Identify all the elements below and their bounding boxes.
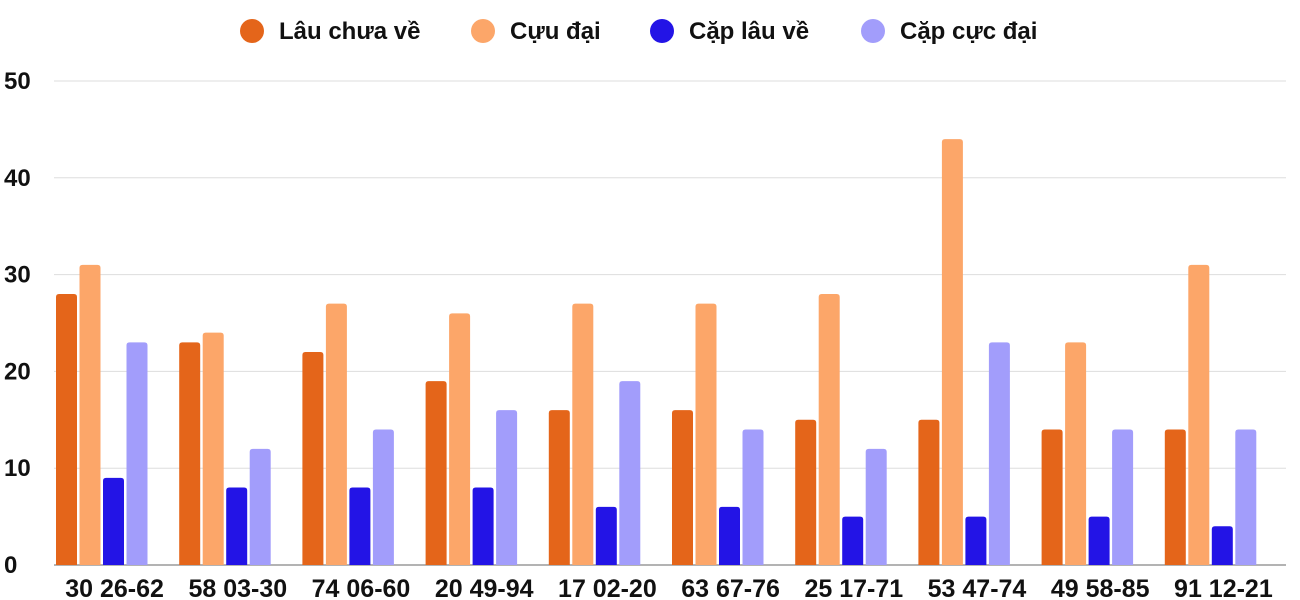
legend-swatch-cap-cuc-dai — [861, 19, 885, 43]
bar-49-58-85-lau-chua-ve — [1041, 429, 1063, 565]
bar-group-20-49-94 — [425, 313, 518, 565]
legend-label-cuu-dai: Cựu đại — [510, 18, 601, 45]
bar-17-02-20-lau-chua-ve — [548, 410, 570, 565]
bar-91-12-21-cap-lau-ve — [1211, 526, 1233, 565]
bar-53-47-74-cap-lau-ve — [965, 516, 987, 565]
bar-53-47-74-cuu-dai — [941, 139, 963, 565]
legend-swatch-cap-lau-ve — [650, 19, 674, 43]
bar-25-17-71-lau-chua-ve — [795, 419, 817, 565]
bar-25-17-71-cuu-dai — [818, 293, 840, 565]
legend-swatch-cuu-dai — [471, 19, 495, 43]
x-tick-label-17-02-20: 17 02-20 — [558, 575, 657, 600]
legend-item-cap-cuc-dai: Cặp cực đại — [861, 18, 1037, 45]
chart-legend: Lâu chưa về Cựu đại Cặp lâu về Cặp cực đại — [240, 18, 1037, 45]
bar-20-49-94-cuu-dai — [449, 313, 471, 565]
bar-53-47-74-lau-chua-ve — [918, 419, 940, 565]
bar-30-26-62-cuu-dai — [79, 264, 101, 565]
x-tick-label-49-58-85: 49 58-85 — [1051, 575, 1150, 600]
bar-58-03-30-cap-cuc-dai — [249, 448, 271, 565]
y-tick-label-0: 0 — [4, 552, 17, 579]
bar-group-25-17-71 — [795, 293, 887, 565]
bar-20-49-94-cap-lau-ve — [472, 487, 494, 565]
bar-25-17-71-cap-lau-ve — [842, 516, 864, 565]
bar-74-06-60-lau-chua-ve — [302, 352, 324, 565]
bar-63-67-76-cap-lau-ve — [719, 506, 740, 565]
legend-swatch-lau-chua-ve — [240, 19, 264, 43]
bar-25-17-71-cap-cuc-dai — [865, 448, 887, 565]
y-axis: 0 10 20 30 40 50 — [4, 68, 31, 579]
x-tick-label-74-06-60: 74 06-60 — [312, 575, 411, 600]
x-axis: 30 26-62 58 03-30 74 06-60 20 49-94 17 02-20… — [65, 575, 1273, 600]
y-tick-label-30: 30 — [4, 262, 31, 289]
bar-17-02-20-cap-lau-ve — [595, 506, 617, 565]
legend-label-cap-cuc-dai: Cặp cực đại — [900, 18, 1037, 45]
legend-label-lau-chua-ve: Lâu chưa về — [279, 18, 420, 45]
bar-group-30-26-62 — [56, 264, 148, 565]
bar-63-67-76-cuu-dai — [695, 303, 717, 565]
bar-49-58-85-cap-lau-ve — [1088, 516, 1110, 565]
legend-item-lau-chua-ve: Lâu chưa về — [240, 18, 420, 45]
bar-74-06-60-cuu-dai — [325, 303, 347, 565]
y-tick-label-10: 10 — [4, 455, 31, 482]
bar-group-53-47-74 — [918, 139, 1010, 565]
bar-91-12-21-cuu-dai — [1188, 264, 1210, 565]
bar-group-91-12-21 — [1164, 264, 1257, 565]
bar-group-58-03-30 — [179, 332, 271, 565]
legend-item-cuu-dai: Cựu đại — [471, 18, 601, 45]
x-tick-label-58-03-30: 58 03-30 — [188, 575, 287, 600]
y-tick-label-40: 40 — [4, 165, 31, 192]
bar-49-58-85-cuu-dai — [1065, 342, 1087, 565]
chart-bars — [56, 139, 1257, 565]
x-tick-label-63-67-76: 63 67-76 — [681, 575, 780, 600]
bar-91-12-21-cap-cuc-dai — [1235, 429, 1257, 565]
bar-17-02-20-cuu-dai — [572, 303, 594, 565]
y-tick-label-20: 20 — [4, 358, 31, 385]
x-tick-label-53-47-74: 53 47-74 — [928, 575, 1027, 600]
bar-20-49-94-lau-chua-ve — [425, 381, 447, 565]
legend-item-cap-lau-ve: Cặp lâu về — [650, 18, 809, 45]
bar-58-03-30-cap-lau-ve — [226, 487, 248, 565]
bar-20-49-94-cap-cuc-dai — [496, 410, 518, 565]
bar-group-49-58-85 — [1041, 342, 1134, 565]
bar-30-26-62-cap-lau-ve — [103, 477, 124, 565]
bar-74-06-60-cap-cuc-dai — [372, 429, 394, 565]
bar-58-03-30-cuu-dai — [202, 332, 224, 565]
bar-58-03-30-lau-chua-ve — [179, 342, 201, 565]
bar-74-06-60-cap-lau-ve — [349, 487, 371, 565]
legend-label-cap-lau-ve: Cặp lâu về — [689, 18, 809, 45]
bar-17-02-20-cap-cuc-dai — [619, 381, 641, 565]
bar-group-63-67-76 — [672, 303, 764, 565]
bar-63-67-76-lau-chua-ve — [672, 410, 693, 565]
bar-53-47-74-cap-cuc-dai — [988, 342, 1010, 565]
y-tick-label-50: 50 — [4, 68, 31, 95]
bar-49-58-85-cap-cuc-dai — [1112, 429, 1134, 565]
bar-group-17-02-20 — [548, 303, 641, 565]
x-tick-label-30-26-62: 30 26-62 — [65, 575, 164, 600]
bar-30-26-62-lau-chua-ve — [56, 293, 77, 565]
bar-91-12-21-lau-chua-ve — [1164, 429, 1186, 565]
x-tick-label-91-12-21: 91 12-21 — [1174, 575, 1273, 600]
bar-group-74-06-60 — [302, 303, 394, 565]
bar-30-26-62-cap-cuc-dai — [126, 342, 148, 565]
bar-63-67-76-cap-cuc-dai — [742, 429, 764, 565]
x-tick-label-25-17-71: 25 17-71 — [804, 575, 903, 600]
x-tick-label-20-49-94: 20 49-94 — [435, 575, 534, 600]
